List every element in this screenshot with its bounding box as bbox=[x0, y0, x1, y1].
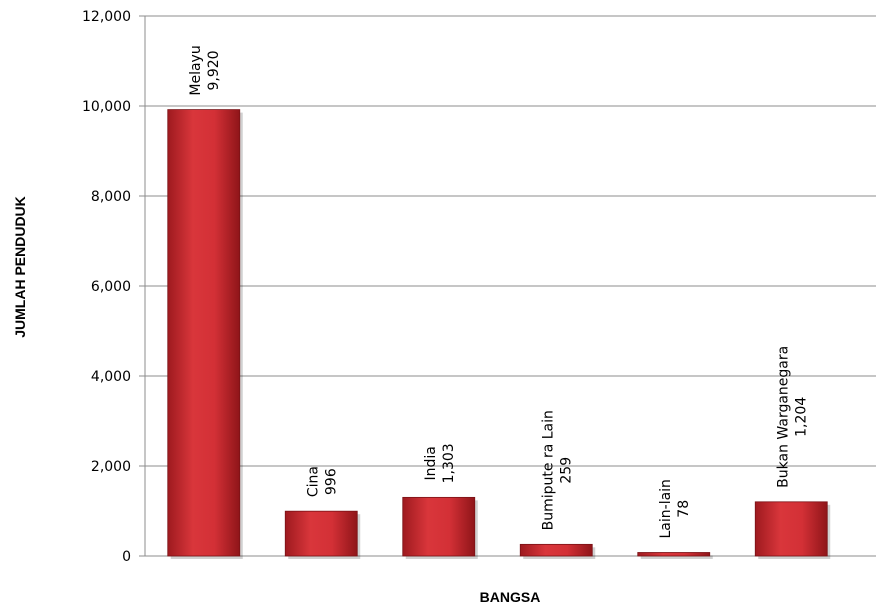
value-label: 9,920 bbox=[206, 50, 222, 90]
bar-bukan-warganegara bbox=[755, 502, 827, 556]
y-tick-label: 4,000 bbox=[91, 369, 131, 385]
category-label: Bukan Warganegara bbox=[775, 346, 791, 488]
value-label: 1,303 bbox=[441, 443, 457, 483]
x-axis-title: BANGSA bbox=[480, 589, 541, 605]
y-tick-label: 6,000 bbox=[91, 279, 131, 295]
bars bbox=[168, 110, 831, 559]
data-label: Lain-lain 78 bbox=[658, 479, 692, 538]
data-label: Cina 996 bbox=[305, 466, 339, 497]
bar-cina bbox=[285, 511, 357, 556]
value-label: 1,204 bbox=[793, 397, 809, 437]
bar-india bbox=[403, 497, 475, 556]
y-axis-title: JUMLAH PENDUDUK bbox=[12, 196, 28, 338]
bar-bumiputera-lain bbox=[520, 544, 592, 556]
category-label: Lain-lain bbox=[658, 479, 674, 538]
y-tick-label: 8,000 bbox=[91, 189, 131, 205]
category-label: Bumipute ra Lain bbox=[540, 410, 556, 530]
y-tick-label: 0 bbox=[122, 549, 131, 565]
bar-lain-lain bbox=[638, 552, 710, 556]
gridlines bbox=[139, 16, 876, 556]
y-tick-label: 10,000 bbox=[82, 99, 131, 115]
data-label: Bukan Warganegara 1,204 bbox=[775, 346, 809, 488]
data-label: Bumipute ra Lain 259 bbox=[540, 410, 574, 530]
data-label: Melayu 9,920 bbox=[188, 45, 222, 95]
category-label: India bbox=[423, 446, 439, 480]
value-label: 259 bbox=[558, 457, 574, 484]
bar-melayu bbox=[168, 110, 240, 556]
value-label: 996 bbox=[323, 468, 339, 495]
data-label: India 1,303 bbox=[423, 443, 457, 483]
category-label: Melayu bbox=[188, 45, 204, 95]
y-tick-label: 2,000 bbox=[91, 459, 131, 475]
category-label: Cina bbox=[305, 466, 321, 497]
data-labels: Melayu 9,920 Cina 996 India 1,303 Bumipute ra … bbox=[188, 45, 810, 538]
y-tick-label: 12,000 bbox=[82, 9, 131, 25]
y-axis-ticks: 0 2,000 4,000 6,000 8,000 10,000 12,000 bbox=[82, 9, 131, 565]
value-label: 78 bbox=[676, 500, 692, 518]
